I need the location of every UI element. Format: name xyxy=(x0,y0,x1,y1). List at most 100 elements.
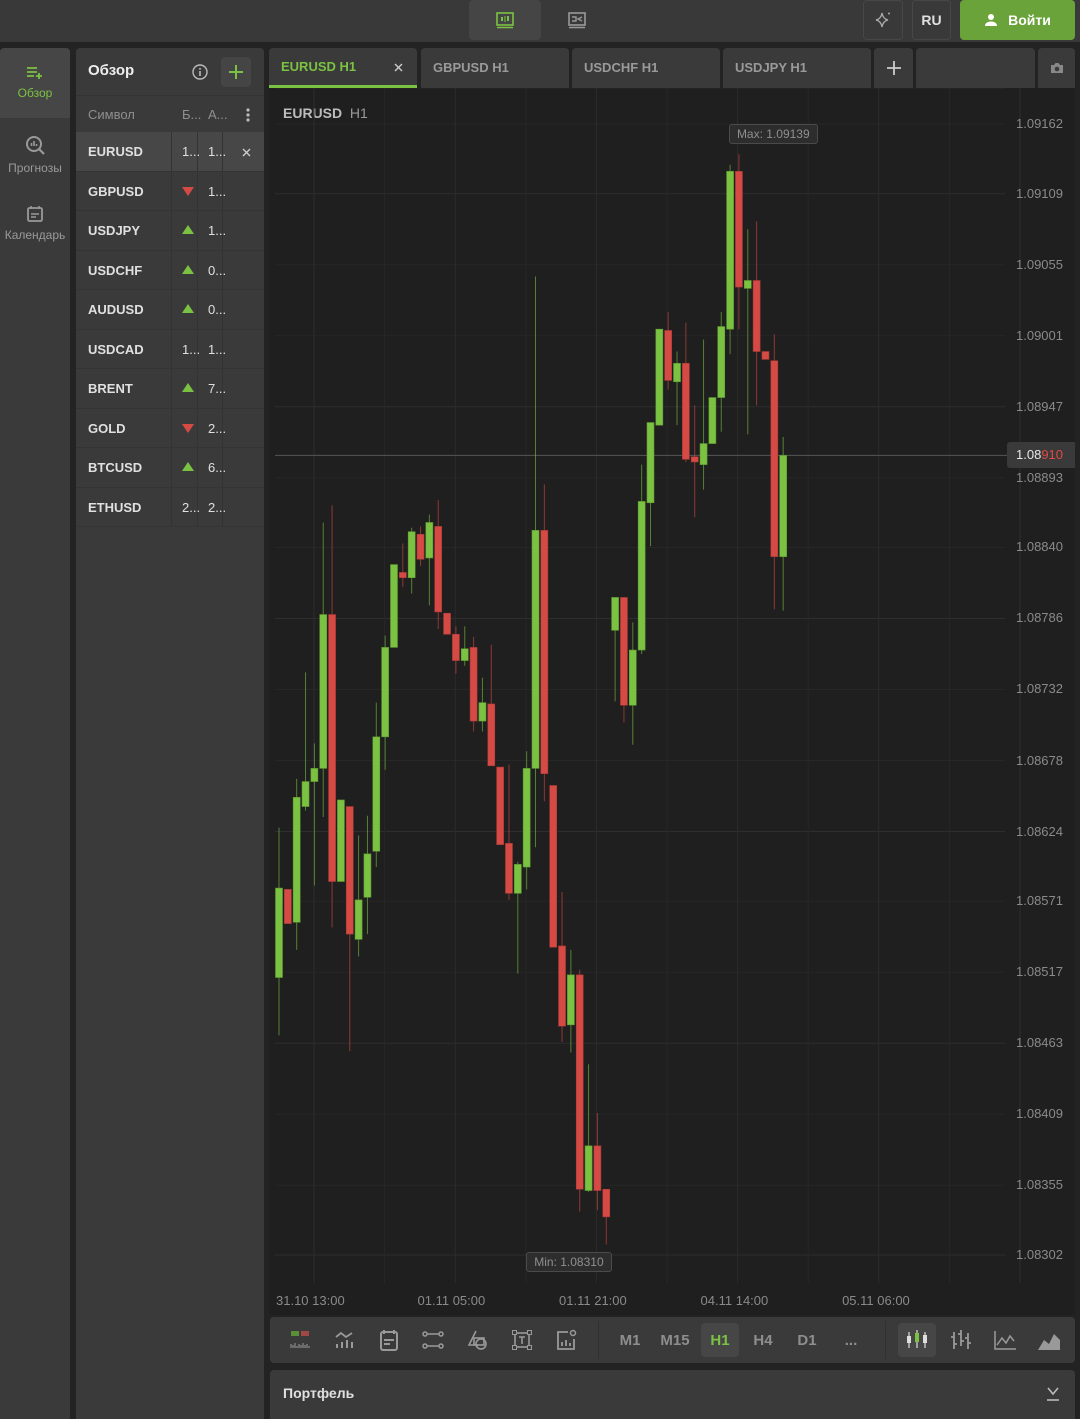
y-tick-label: 1.08840 xyxy=(1016,539,1063,555)
portfolio-panel[interactable]: Портфель xyxy=(270,1370,1075,1419)
price-main: 1.08 xyxy=(1016,447,1042,463)
timeframe-d1[interactable]: D1 xyxy=(797,1331,817,1349)
collapse-chevron-icon[interactable] xyxy=(1046,1386,1060,1402)
nav-item-forecasts[interactable]: Прогнозы xyxy=(0,120,70,190)
user-icon xyxy=(985,14,998,26)
ask-value: 1... xyxy=(208,144,227,159)
sparkle-icon xyxy=(875,12,890,28)
candle-body xyxy=(673,363,681,383)
candle-body xyxy=(301,781,310,807)
compare-view-button[interactable] xyxy=(541,0,613,40)
y-tick-label: 1.08517 xyxy=(1016,964,1063,980)
screenshot-button[interactable] xyxy=(1038,48,1075,88)
add-symbol-button[interactable] xyxy=(221,57,251,87)
ask-value: 1... xyxy=(208,341,227,357)
more-timeframes-button[interactable]: ... xyxy=(844,1331,858,1349)
y-tick-label: 1.08624 xyxy=(1016,823,1063,839)
column-symbol[interactable]: Символ xyxy=(88,107,135,122)
min-price-tooltip: Min: 1.08310 xyxy=(526,1252,612,1273)
candle-body xyxy=(319,614,328,769)
events-button[interactable] xyxy=(371,1323,407,1357)
tab-gbpusd-h1[interactable]: GBPUSD H1 xyxy=(421,48,569,88)
candle-body xyxy=(496,766,504,845)
y-tick-label: 1.08463 xyxy=(1016,1035,1063,1051)
candle-body xyxy=(637,501,646,651)
tab-usdchf-h1[interactable]: USDCHF H1 xyxy=(572,48,720,88)
watchlist-row-eurusd[interactable]: EURUSD 1... 1... xyxy=(76,132,264,172)
divider xyxy=(222,250,223,290)
watchlist-row-btcusd[interactable]: BTCUSD 6... xyxy=(76,448,264,488)
chart-type-candles[interactable] xyxy=(898,1323,936,1357)
remove-symbol-icon[interactable] xyxy=(242,148,251,157)
chart-type-area[interactable] xyxy=(1031,1323,1067,1357)
symbol-label: GOLD xyxy=(88,420,126,436)
close-tab-icon[interactable] xyxy=(394,63,403,72)
more-vertical-icon[interactable] xyxy=(246,108,250,122)
text-tool-icon xyxy=(512,1330,532,1350)
watchlist-row-usdchf[interactable]: USDCHF 0... xyxy=(76,250,264,290)
search-chart-icon xyxy=(26,136,45,155)
trend-up-icon xyxy=(182,264,194,274)
line-tool-icon xyxy=(422,1331,444,1349)
text-tool-button[interactable] xyxy=(504,1323,540,1357)
tab-usdjpy-h1[interactable]: USDJPY H1 xyxy=(723,48,871,88)
watchlist-row-audusd[interactable]: AUDUSD 0... xyxy=(76,290,264,330)
divider xyxy=(197,211,198,250)
candle-body xyxy=(434,526,443,613)
trend-down-icon xyxy=(182,423,194,433)
divider xyxy=(197,408,198,448)
watchlist-row-brent[interactable]: BRENT 7... xyxy=(76,369,264,409)
chart-settings-button[interactable] xyxy=(548,1323,584,1357)
symbol-label: ETHUSD xyxy=(88,499,142,515)
candle-body xyxy=(390,564,398,648)
bid-value: 1... xyxy=(182,341,201,357)
chart-type-line[interactable] xyxy=(987,1323,1023,1357)
login-label: Войти xyxy=(1008,12,1051,28)
nav-item-overview[interactable]: Обзор xyxy=(0,48,70,118)
divider xyxy=(171,290,172,329)
watchlist-row-usdjpy[interactable]: USDJPY 1... xyxy=(76,211,264,251)
symbol-label: EURUSD xyxy=(88,144,143,159)
trend-line-button[interactable] xyxy=(415,1323,451,1357)
timeframe-m15[interactable]: M15 xyxy=(660,1331,690,1349)
login-button[interactable]: Войти xyxy=(960,0,1075,40)
info-icon[interactable] xyxy=(192,64,208,80)
ask-value: 2... xyxy=(208,420,227,436)
symbol-label: BTCUSD xyxy=(88,460,143,475)
candle-chart-icon xyxy=(496,12,514,29)
ai-assistant-button[interactable] xyxy=(863,0,903,40)
watchlist-row-gold[interactable]: GOLD 2... xyxy=(76,408,264,448)
current-price-tag: 1.08910 xyxy=(1007,442,1075,469)
watchlist-row-usdcad[interactable]: USDCAD 1... 1... xyxy=(76,329,264,369)
tab-eurusd-h1[interactable]: EURUSD H1 xyxy=(269,48,417,88)
timeframe-h4[interactable]: H4 xyxy=(753,1331,773,1349)
tab-spacer xyxy=(916,48,1035,88)
symbol-label: USDJPY xyxy=(88,223,141,238)
candle-body xyxy=(549,785,557,948)
divider xyxy=(197,290,198,329)
add-tab-button[interactable] xyxy=(874,48,913,88)
candle-body xyxy=(354,899,363,940)
nav-item-calendar[interactable]: Календарь xyxy=(0,188,70,258)
indicators-button[interactable] xyxy=(327,1323,363,1357)
volume-indicator-button[interactable] xyxy=(282,1323,318,1357)
column-bid[interactable]: Б... xyxy=(182,107,202,122)
candle-body xyxy=(575,974,584,1190)
ask-value: 1... xyxy=(208,183,227,199)
x-tick-label: 04.11 14:00 xyxy=(700,1293,769,1308)
chart-area[interactable]: EURUSD H1 1.08910 Max: 1.09139 Min: 1.08… xyxy=(269,88,1075,1315)
chart-type-bars[interactable] xyxy=(943,1323,979,1357)
ask-value: 1... xyxy=(208,223,227,238)
candle-body xyxy=(363,853,372,898)
language-button[interactable]: RU xyxy=(912,0,951,40)
watchlist-row-ethusd[interactable]: ETHUSD 2... 2... xyxy=(76,487,264,527)
timeframe-m1[interactable]: M1 xyxy=(619,1331,641,1349)
candlestick-chart[interactable] xyxy=(269,88,1075,1315)
shapes-button[interactable] xyxy=(460,1323,496,1357)
chart-view-button[interactable] xyxy=(469,0,541,40)
portfolio-title: Портфель xyxy=(283,1385,355,1401)
watchlist-column-header: Символ Б... А... xyxy=(76,95,264,132)
watchlist-row-gbpusd[interactable]: GBPUSD 1... xyxy=(76,171,264,211)
timeframe-h1[interactable]: H1 xyxy=(701,1323,739,1357)
column-ask[interactable]: А... xyxy=(208,107,228,122)
